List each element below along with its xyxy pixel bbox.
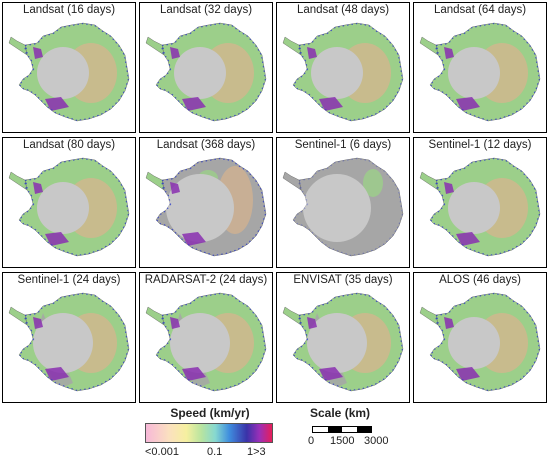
speed-tick-min: <0.001: [145, 446, 179, 458]
panel-title: Sentinel-1 (24 days): [17, 274, 121, 286]
speed-tick-max: 1>3: [247, 446, 266, 458]
antarctica-velocity-map: [419, 292, 541, 392]
polar-data-gap: [307, 313, 367, 373]
panel-title: Landsat (368 days): [156, 139, 256, 151]
panel-title: Landsat (48 days): [296, 4, 390, 16]
map-panel: Sentinel-1 (12 days): [413, 137, 547, 268]
ice-shelf: [45, 97, 69, 111]
scale-legend: Scale (km) 0 1500 3000: [302, 406, 402, 456]
polar-data-gap: [37, 182, 89, 234]
coastal-fast-flow: [428, 23, 540, 121]
map-panel: Landsat (32 days): [139, 2, 273, 133]
speed-legend: Speed (km/yr) <0.001 0.1 1>3: [145, 406, 275, 458]
map-panel: Landsat (48 days): [276, 2, 410, 133]
antarctica-velocity-map: [145, 22, 267, 122]
ice-shelf: [456, 97, 480, 111]
antarctica-velocity-map: [145, 292, 267, 392]
polar-data-gap: [311, 47, 363, 99]
coastal-fast-flow: [154, 158, 266, 256]
ice-shelf: [45, 367, 69, 381]
ice-shelf: [182, 232, 206, 246]
panel-title: Landsat (32 days): [159, 4, 253, 16]
map-panel: Landsat (80 days): [2, 137, 136, 268]
polar-data-gap: [448, 317, 500, 369]
ice-shelf: [319, 97, 343, 111]
ice-shelf: [170, 47, 180, 59]
map-panel: Landsat (16 days): [2, 2, 136, 133]
polar-data-gap: [170, 313, 230, 373]
antarctica-velocity-map: [8, 22, 130, 122]
antarctica-velocity-map: [419, 22, 541, 122]
antarctica-velocity-map: [8, 157, 130, 257]
antarctica-velocity-map: [145, 157, 267, 257]
antarctica-velocity-map: [282, 22, 404, 122]
ice-shelf: [444, 47, 454, 59]
ice-shelf: [444, 182, 454, 194]
panel-title: Landsat (64 days): [433, 4, 527, 16]
antarctica-velocity-map: [282, 157, 404, 257]
map-panel: Landsat (64 days): [413, 2, 547, 133]
antarctica-velocity-map: [419, 157, 541, 257]
ice-shelf: [33, 317, 43, 329]
ice-shelf: [307, 47, 317, 59]
coastal-fast-flow: [428, 293, 540, 391]
panel-title: RADARSAT-2 (24 days): [144, 274, 268, 286]
panel-title: Landsat (80 days): [22, 139, 116, 151]
map-panel: Sentinel-1 (24 days): [2, 272, 136, 403]
panel-title: Landsat (16 days): [22, 4, 116, 16]
scale-tick-0: 0: [308, 435, 315, 447]
speed-tick-mid: 0.1: [207, 446, 223, 458]
map-panel: ALOS (46 days): [413, 272, 547, 403]
polar-data-gap: [448, 47, 500, 99]
ice-shelf: [444, 317, 454, 329]
coastal-fast-flow: [17, 23, 129, 121]
speed-legend-title: Speed (km/yr): [170, 406, 250, 420]
ice-shelf: [33, 47, 43, 59]
ice-shelf: [45, 232, 69, 246]
coastal-fast-flow: [154, 23, 266, 121]
ice-shelf: [33, 182, 43, 194]
ice-shelf: [182, 367, 206, 381]
map-panel: Landsat (368 days): [139, 137, 273, 268]
polar-data-gap: [166, 174, 234, 242]
ice-shelf: [182, 97, 206, 111]
coastal-fast-flow: [291, 158, 403, 256]
ice-shelf: [307, 317, 317, 329]
ice-shelf: [456, 367, 480, 381]
scale-bar: [312, 426, 372, 433]
map-panel-grid: Landsat (16 days) Landsat (32 days): [2, 2, 548, 404]
panel-title: Sentinel-1 (6 days): [294, 139, 392, 151]
ice-shelf: [456, 232, 480, 246]
polar-data-gap: [37, 47, 89, 99]
coastal-fast-flow: [17, 293, 129, 391]
ice-shelf: [170, 317, 180, 329]
map-panel: RADARSAT-2 (24 days): [139, 272, 273, 403]
panel-title: ALOS (46 days): [439, 274, 521, 286]
map-panel: ENVISAT (35 days): [276, 272, 410, 403]
coastal-fast-flow: [154, 293, 266, 391]
panel-title: ENVISAT (35 days): [293, 274, 393, 286]
coastal-fast-flow: [291, 293, 403, 391]
panel-title: Sentinel-1 (12 days): [428, 139, 532, 151]
polar-data-gap: [33, 313, 93, 373]
scale-tick-1500: 1500: [330, 435, 355, 447]
ice-shelf: [170, 182, 180, 194]
coastal-fast-flow: [17, 158, 129, 256]
speed-colorbar: [145, 423, 273, 443]
scale-legend-title: Scale (km): [310, 406, 371, 420]
antarctica-velocity-map: [282, 292, 404, 392]
antarctica-velocity-map: [8, 292, 130, 392]
polar-data-gap: [174, 47, 226, 99]
polar-data-gap: [303, 174, 371, 242]
polar-data-gap: [448, 182, 500, 234]
map-panel: Sentinel-1 (6 days): [276, 137, 410, 268]
coastal-fast-flow: [428, 158, 540, 256]
scale-tick-3000: 3000: [364, 435, 389, 447]
ice-shelf: [319, 367, 343, 381]
coastal-fast-flow: [291, 23, 403, 121]
